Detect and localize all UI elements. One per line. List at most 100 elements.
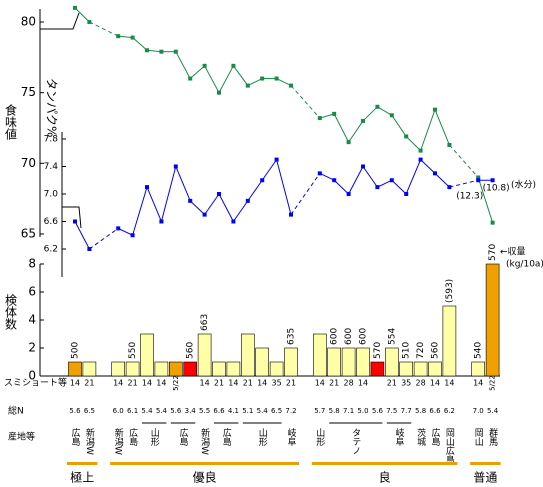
protein-line bbox=[377, 179, 393, 188]
sumi-label: 21 bbox=[214, 379, 224, 388]
taste-marker bbox=[145, 48, 149, 53]
total-n: 6.6 bbox=[429, 407, 441, 415]
sumi-label: 14 bbox=[473, 379, 483, 388]
bar bbox=[284, 347, 298, 377]
tick-label: 0 bbox=[28, 369, 36, 383]
origin-label: 広島 bbox=[70, 427, 81, 447]
annotation: (水分) bbox=[511, 179, 536, 191]
origin-label: 新潟W bbox=[113, 427, 124, 455]
taste-marker bbox=[188, 76, 193, 81]
tick-label: 4 bbox=[28, 313, 36, 327]
protein-marker bbox=[447, 185, 452, 190]
total-n: 6.6 bbox=[213, 407, 225, 415]
protein-marker bbox=[332, 178, 337, 183]
bar bbox=[413, 361, 428, 377]
row-label: 産地等 bbox=[8, 431, 35, 443]
protein-line bbox=[319, 172, 335, 181]
bar bbox=[111, 361, 125, 377]
taste-line bbox=[118, 35, 133, 39]
protein-line bbox=[434, 172, 450, 188]
yield-label: 550 bbox=[128, 342, 138, 359]
bar bbox=[269, 361, 284, 377]
origin-label: 群馬 bbox=[487, 427, 498, 447]
protein-line bbox=[247, 179, 263, 202]
total-n: 4.1 bbox=[228, 407, 239, 415]
taste-line bbox=[377, 106, 393, 116]
protein-marker bbox=[159, 219, 164, 224]
annotation: ←収量 bbox=[500, 246, 526, 258]
protein-line bbox=[362, 166, 378, 188]
tick-label: 2 bbox=[28, 341, 36, 355]
origin-label: 山形 bbox=[314, 428, 325, 447]
protein-line bbox=[204, 193, 220, 215]
group-underline bbox=[470, 462, 501, 465]
sumi-label: 14 bbox=[315, 379, 325, 388]
total-n: 7.7 bbox=[401, 407, 412, 415]
sumi-label: 14 bbox=[113, 379, 123, 388]
taste-marker bbox=[361, 118, 365, 123]
bar bbox=[327, 347, 342, 377]
protein-marker bbox=[173, 164, 178, 169]
total-n: 5.4 bbox=[156, 407, 168, 415]
total-n: 5.0 bbox=[357, 407, 368, 415]
bar bbox=[485, 263, 500, 377]
protein-line bbox=[132, 186, 148, 236]
protein-marker bbox=[202, 212, 207, 217]
yield-label: 663 bbox=[200, 314, 210, 331]
taste-line bbox=[405, 136, 421, 151]
yield-label: 500 bbox=[71, 342, 81, 359]
total-n: 6.2 bbox=[444, 407, 455, 415]
taste-marker bbox=[202, 63, 207, 68]
tick-label: 7.8 bbox=[44, 134, 59, 144]
sumi-label: 14 bbox=[358, 379, 368, 388]
taste-marker bbox=[476, 175, 481, 180]
protein-marker bbox=[130, 233, 135, 238]
moisture-label: (10.8) bbox=[483, 184, 510, 194]
total-n: 3.4 bbox=[185, 407, 197, 415]
bar bbox=[183, 361, 197, 377]
taste-line bbox=[189, 65, 205, 79]
total-n: 5.8 bbox=[415, 407, 426, 415]
protein-line bbox=[175, 166, 191, 202]
taste-line bbox=[434, 109, 450, 146]
taste-line bbox=[449, 144, 479, 178]
bar bbox=[241, 333, 255, 377]
bar bbox=[82, 361, 97, 377]
origin-label: 新潟W bbox=[84, 427, 95, 455]
taste-line bbox=[247, 78, 263, 87]
protein-marker bbox=[418, 157, 423, 162]
tick-label: 7.0 bbox=[44, 189, 59, 199]
yield-label: 635 bbox=[287, 328, 297, 345]
total-n: 7.0 bbox=[473, 407, 484, 415]
taste-marker bbox=[289, 83, 293, 88]
sumi-label: 14 bbox=[444, 379, 454, 388]
protein-marker bbox=[188, 198, 193, 203]
taste-line bbox=[89, 21, 119, 37]
taste-line bbox=[348, 120, 364, 143]
bar bbox=[370, 361, 385, 377]
taste-line bbox=[420, 109, 436, 151]
origin-label: 山形 bbox=[257, 428, 268, 447]
y-axis-title: 食味値 bbox=[4, 103, 18, 140]
taste-marker bbox=[231, 63, 236, 68]
sumi-label: 21 bbox=[84, 379, 94, 388]
total-n: 5.8 bbox=[329, 407, 340, 415]
bar bbox=[255, 347, 269, 377]
protein-marker bbox=[317, 171, 322, 176]
total-n: 6.0 bbox=[113, 407, 124, 415]
leader-line bbox=[62, 206, 82, 229]
taste-marker bbox=[130, 35, 135, 40]
origin-label: 山形 bbox=[149, 428, 160, 447]
group-underline bbox=[110, 462, 299, 465]
origin-label: 広島 bbox=[127, 427, 138, 447]
protein-marker bbox=[389, 178, 394, 183]
origin-label: 茨城 bbox=[415, 427, 426, 447]
tick-label: 75 bbox=[21, 85, 36, 99]
taste-line bbox=[204, 65, 220, 93]
origin-label: 新潟W bbox=[199, 427, 210, 455]
taste-marker bbox=[433, 107, 437, 112]
origin-label: 広島 bbox=[178, 427, 189, 447]
protein-marker bbox=[116, 226, 121, 231]
yield-label: 600 bbox=[344, 328, 354, 345]
taste-marker bbox=[375, 104, 380, 109]
